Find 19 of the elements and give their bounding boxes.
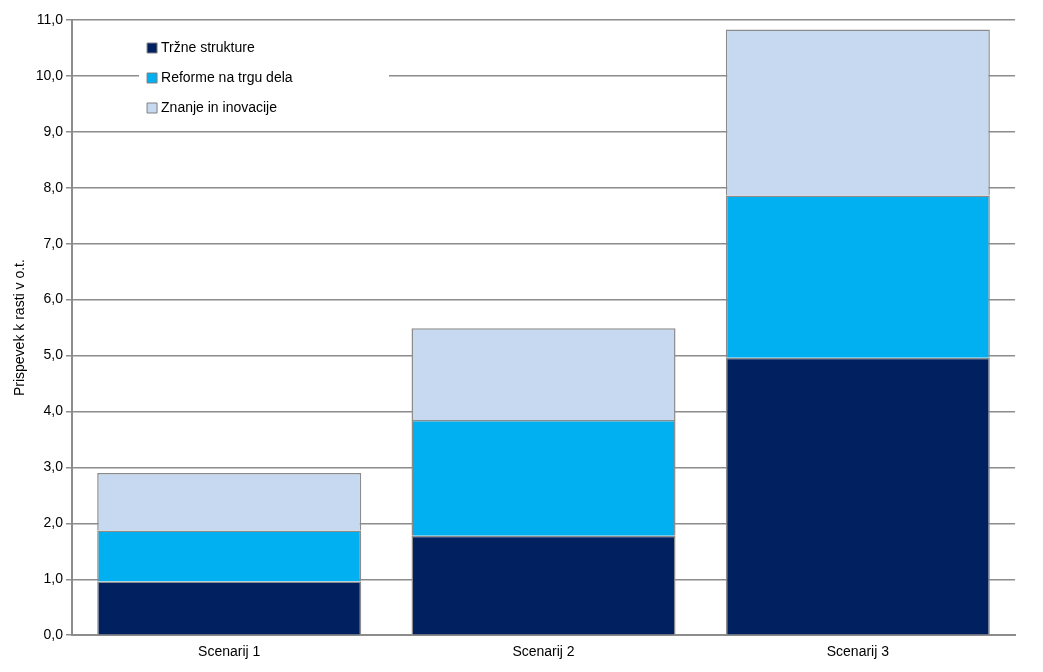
y-tick-label: 9,0 — [43, 122, 64, 139]
y-tick-label: 11,0 — [36, 10, 64, 27]
x-tick-label: Scenarij 1 — [198, 643, 261, 660]
y-tick-label: 6,0 — [43, 290, 64, 307]
legend-label: Tržne strukture — [161, 38, 255, 55]
y-axis-title: Prispevek k rasti v o.t. — [11, 259, 28, 397]
y-tick-label: 4,0 — [43, 402, 64, 419]
y-tick-label: 8,0 — [43, 178, 64, 195]
y-tick-label: 2,0 — [43, 514, 64, 531]
y-tick-label: 10,0 — [35, 66, 64, 83]
y-tick-label: 3,0 — [43, 458, 64, 475]
x-tick-label: Scenarij 3 — [826, 643, 890, 660]
y-tick-label: 1,0 — [43, 570, 64, 587]
legend-label: Reforme na trgu dela — [161, 68, 293, 85]
y-tick-label: 0,0 — [43, 626, 64, 643]
x-tick-label: Scenarij 2 — [512, 643, 575, 660]
y-tick-label: 5,0 — [43, 346, 64, 363]
y-tick-label: 7,0 — [43, 234, 64, 251]
legend-label: Znanje in inovacije — [161, 98, 278, 115]
